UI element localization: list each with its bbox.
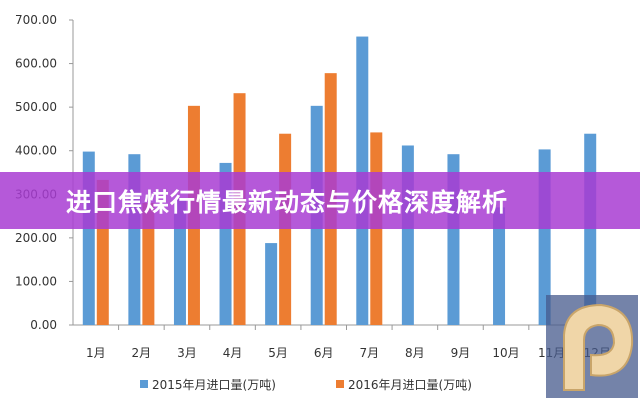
y-tick-label: 600.00 (15, 57, 57, 71)
y-tick-label: 0.00 (30, 318, 57, 332)
x-tick-label: 7月 (359, 346, 379, 360)
y-tick-label: 200.00 (15, 231, 57, 245)
x-tick-label: 3月 (177, 346, 197, 360)
banner-title: 进口焦煤行情最新动态与价格深度解析 (66, 187, 509, 217)
title-banner: 进口焦煤行情最新动态与价格深度解析 (0, 172, 640, 229)
logo-icon (563, 303, 634, 391)
y-tick-label: 500.00 (15, 100, 57, 114)
y-tick-label: 400.00 (15, 144, 57, 158)
bar-1-10月 (493, 207, 506, 325)
x-tick-label: 2月 (132, 346, 152, 360)
x-tick-label: 6月 (314, 346, 334, 360)
y-tick-label: 700.00 (15, 13, 57, 27)
bar-2-2月 (142, 203, 155, 325)
bar-1-5月 (265, 243, 278, 325)
x-tick-label: 1月 (86, 346, 106, 360)
legend-label: 2015年月进口量(万吨) (152, 378, 276, 392)
x-tick-label: 4月 (223, 346, 243, 360)
watermark-logo (546, 295, 638, 398)
x-tick-label: 5月 (268, 346, 288, 360)
x-tick-label: 9月 (451, 346, 471, 360)
legend-label: 2016年月进口量(万吨) (348, 378, 472, 392)
x-tick-label: 8月 (405, 346, 425, 360)
bar-1-3月 (173, 198, 186, 325)
bar-2-5月 (279, 133, 292, 325)
x-tick-label: 10月 (492, 346, 519, 360)
legend-swatch (140, 380, 148, 388)
y-tick-label: 100.00 (15, 274, 57, 288)
legend-swatch (336, 380, 344, 388)
